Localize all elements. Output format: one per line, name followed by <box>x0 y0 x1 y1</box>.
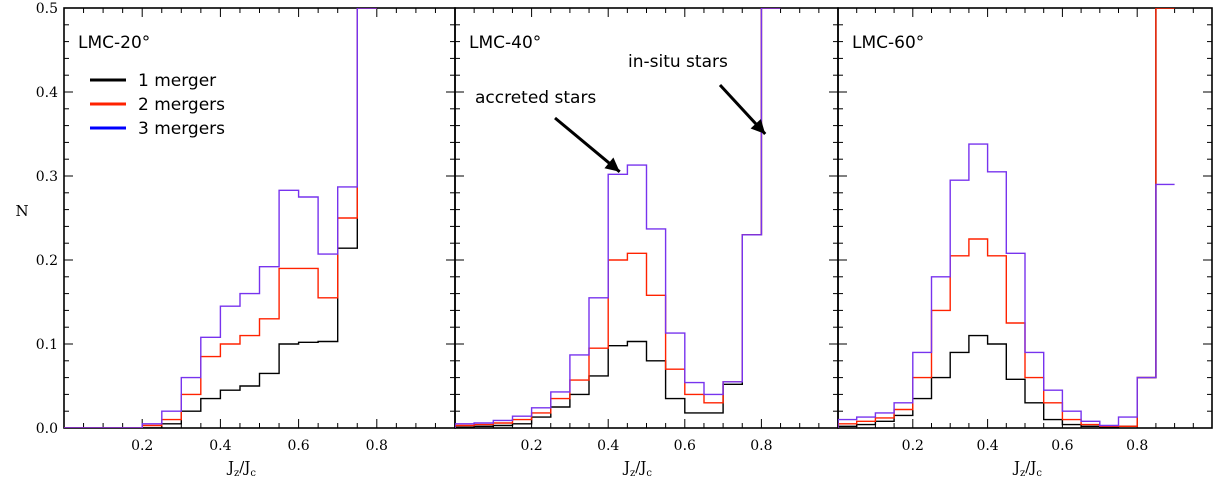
y-axis-label: N <box>15 202 28 220</box>
x-tick-label: 0.4 <box>976 438 998 454</box>
x-tick-label: 0.2 <box>520 438 542 454</box>
panel-lmc-40: 0.2 0.4 0.6 0.8 LMC-40° accreted stars in-situ… <box>454 7 839 454</box>
y-tick-label: 0.0 <box>36 421 58 437</box>
x-tick-label: 0.4 <box>597 438 619 454</box>
x-tick-label: 0.2 <box>131 438 153 454</box>
svg-text:Jz/Jc: Jz/Jc <box>622 458 652 479</box>
legend-label: 3 mergers <box>138 119 225 139</box>
x-tick-label: 0.8 <box>366 438 388 454</box>
svg-text:Jz/Jc: Jz/Jc <box>1012 458 1042 479</box>
annotation-label: accreted stars <box>475 88 596 108</box>
x-tick-label: 0.6 <box>674 438 696 454</box>
annotation-arrow-head <box>750 118 766 134</box>
series-line-1-merger <box>838 8 1175 428</box>
x-tick-label: 0.2 <box>902 438 924 454</box>
legend-label: 1 merger <box>138 71 216 91</box>
y-tick-label: 0.5 <box>36 1 58 17</box>
series-line-2-mergers <box>838 8 1175 428</box>
panel-title: LMC-40° <box>469 33 541 53</box>
panel-frame <box>63 7 456 429</box>
panel-lmc-60: 0.2 0.4 0.6 0.8 LMC-60° <box>837 7 1213 454</box>
series-line-1-merger <box>455 8 781 428</box>
x-tick-label: 0.4 <box>209 438 231 454</box>
x-axis-label-panel-2: Jz/Jc <box>622 458 652 479</box>
annotation-arrow-head <box>604 157 620 172</box>
x-tick-label: 0.8 <box>750 438 772 454</box>
y-tick-label: 0.2 <box>36 253 58 269</box>
panel-lmc-20: 0.2 0.4 0.6 0.8 0.0 0.1 0.2 0.3 0.4 0.5 LMC-20° 1 m… <box>36 1 456 454</box>
panel-title: LMC-60° <box>852 33 924 53</box>
x-tick-label: 0.6 <box>1051 438 1073 454</box>
annotation-arrow-shaft <box>554 116 621 173</box>
y-tick-label: 0.1 <box>36 337 58 353</box>
y-tick-label: 0.4 <box>36 85 58 101</box>
series-line-3-mergers <box>455 8 781 428</box>
series-line-2-mergers <box>455 8 781 428</box>
x-tick-label: 0.6 <box>287 438 309 454</box>
x-tick-label: 0.8 <box>1126 438 1148 454</box>
series-line-1-merger <box>64 8 377 428</box>
annotation-label: in-situ stars <box>628 52 728 72</box>
x-axis-label-panel-3: Jz/Jc <box>1012 458 1042 479</box>
svg-text:Jz/Jc: Jz/Jc <box>226 458 256 479</box>
series-line-3-mergers <box>838 143 1175 428</box>
panel-title: LMC-20° <box>78 33 150 53</box>
legend-label: 2 mergers <box>138 95 225 115</box>
series-line-2-mergers <box>64 8 377 428</box>
series-line-3-mergers <box>64 8 377 428</box>
y-tick-label: 0.3 <box>36 169 58 185</box>
x-axis-label-panel-1: Jz/Jc <box>226 458 256 479</box>
